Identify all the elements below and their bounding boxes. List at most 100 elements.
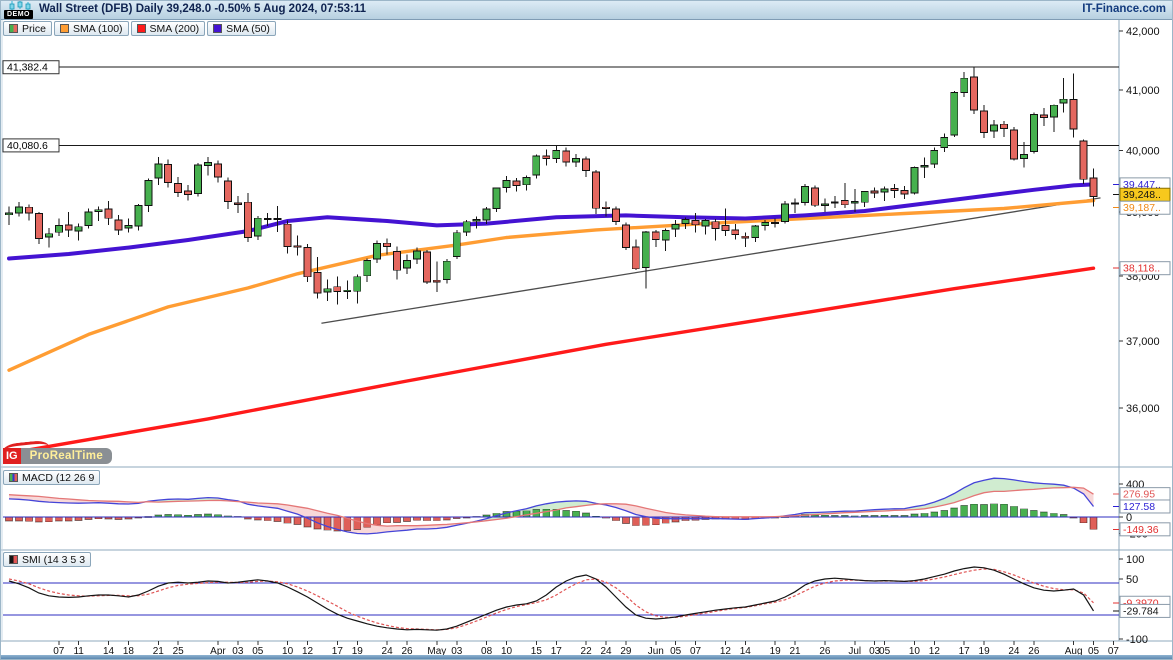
svg-text:Jul: Jul	[848, 646, 861, 657]
svg-text:Jun: Jun	[648, 646, 664, 657]
svg-text:-100: -100	[1126, 634, 1148, 646]
svg-text:39,187..: 39,187..	[1123, 202, 1161, 214]
legend-sma200-label: SMA (200)	[149, 22, 200, 35]
svg-text:03: 03	[451, 646, 463, 657]
price-axis-value-labels: 39,447..39,248..39,187..38,118..	[1113, 177, 1171, 276]
svg-text:100: 100	[1126, 554, 1144, 566]
macd-indicator-chip[interactable]: MACD (12 26 9	[3, 470, 101, 485]
svg-text:Aug: Aug	[1065, 646, 1083, 657]
svg-text:25: 25	[173, 646, 185, 657]
macd-indicator-label: MACD (12 26 9	[22, 471, 95, 484]
svg-text:24: 24	[382, 646, 394, 657]
svg-text:38,118..: 38,118..	[1123, 263, 1160, 275]
svg-text:12: 12	[302, 646, 314, 657]
svg-text:21: 21	[153, 646, 165, 657]
sma100-line	[7, 198, 1096, 372]
smi-icon	[9, 555, 18, 564]
title-bar: DEMO Wall Street (DFB) Daily 39,248.0 -0…	[1, 1, 1172, 20]
svg-text:10: 10	[282, 646, 294, 657]
prorealtime-wordmark: ProRealTime	[20, 448, 113, 464]
svg-text:14: 14	[103, 646, 115, 657]
svg-text:03: 03	[869, 646, 881, 657]
svg-text:May: May	[427, 646, 446, 657]
legend-row: Price SMA (100) SMA (200) SMA (50)	[3, 21, 276, 36]
svg-text:276.95: 276.95	[1123, 489, 1155, 501]
it-finance-link[interactable]: IT-Finance.com	[1082, 3, 1166, 15]
svg-text:19: 19	[770, 646, 782, 657]
legend-sma200-chip[interactable]: SMA (200)	[130, 21, 206, 36]
sma50-swatch-icon	[213, 24, 223, 33]
horizontal-levels: 41,382.4 40,080.6	[2, 60, 1119, 153]
window-title: Wall Street (DFB) Daily 39,248.0 -0.50% …	[39, 3, 367, 15]
svg-text:Apr: Apr	[210, 646, 226, 657]
svg-text:24: 24	[600, 646, 612, 657]
svg-text:36,000: 36,000	[1126, 403, 1160, 415]
platform-candles-icon	[9, 1, 31, 10]
svg-text:05: 05	[670, 646, 682, 657]
svg-text:26: 26	[819, 646, 831, 657]
svg-text:19: 19	[979, 646, 991, 657]
sma200-line	[7, 266, 1096, 455]
svg-text:03: 03	[232, 646, 244, 657]
macd-lines	[3, 477, 1119, 535]
demo-badge: DEMO	[4, 10, 33, 19]
svg-text:29: 29	[620, 646, 632, 657]
smi-indicator-chip[interactable]: SMI (14 3 5 3	[3, 552, 92, 567]
svg-text:41,382.4: 41,382.4	[7, 62, 48, 74]
svg-text:05: 05	[1088, 646, 1100, 657]
svg-text:39,248..: 39,248..	[1123, 189, 1161, 201]
legend-price-label: Price	[22, 22, 46, 35]
svg-text:18: 18	[123, 646, 135, 657]
candles-layer	[5, 67, 1098, 305]
svg-text:-29.784: -29.784	[1123, 605, 1159, 617]
smi-bands	[3, 582, 1119, 616]
svg-text:0: 0	[1126, 512, 1132, 524]
legend-sma100-label: SMA (100)	[72, 22, 123, 35]
price-icon	[9, 24, 18, 33]
svg-text:17: 17	[959, 646, 971, 657]
sma100-swatch-icon	[59, 24, 69, 33]
prorealtime-logo: IG ProRealTime	[2, 439, 113, 464]
svg-text:127.58: 127.58	[1123, 501, 1155, 513]
legend-sma50-chip[interactable]: SMA (50)	[207, 21, 276, 36]
price-y-axis: 42,00041,00040,00039,00038,00037,00036,0…	[1119, 26, 1160, 415]
svg-text:07: 07	[690, 646, 702, 657]
svg-text:12: 12	[929, 646, 941, 657]
sma200-swatch-icon	[136, 24, 146, 33]
svg-text:15: 15	[531, 646, 543, 657]
ig-logo: IG	[3, 448, 21, 464]
svg-text:10: 10	[909, 646, 921, 657]
svg-text:07: 07	[53, 646, 65, 657]
svg-text:21: 21	[789, 646, 801, 657]
legend-price-chip[interactable]: Price	[3, 21, 52, 36]
svg-text:08: 08	[481, 646, 493, 657]
smi-indicator-label: SMI (14 3 5 3	[22, 553, 86, 566]
pane-frames	[1, 19, 1172, 642]
svg-text:17: 17	[332, 646, 344, 657]
svg-text:-149.36: -149.36	[1123, 524, 1159, 536]
macd-fills	[9, 478, 1094, 534]
bottom-frame-bar	[1, 655, 1172, 659]
sma50-line	[7, 182, 1096, 261]
trendline	[321, 197, 1101, 324]
legend-sma100-chip[interactable]: SMA (100)	[53, 21, 129, 36]
svg-text:22: 22	[581, 646, 593, 657]
svg-text:17: 17	[551, 646, 563, 657]
svg-text:41,000: 41,000	[1126, 85, 1160, 97]
svg-text:10: 10	[501, 646, 513, 657]
svg-text:37,000: 37,000	[1126, 336, 1160, 348]
svg-text:42,000: 42,000	[1126, 26, 1160, 38]
svg-text:05: 05	[252, 646, 264, 657]
svg-text:11: 11	[73, 646, 84, 657]
svg-text:40,000: 40,000	[1126, 145, 1160, 157]
svg-text:12: 12	[720, 646, 732, 657]
x-axis: 07 11 14 18 21 25 Apr 03 05 10 12 17 19 24 26 May 03 08 10…	[53, 641, 1119, 657]
svg-text:26: 26	[401, 646, 413, 657]
macd-icon	[9, 473, 18, 482]
svg-text:07: 07	[1108, 646, 1120, 657]
svg-text:19: 19	[352, 646, 364, 657]
svg-text:40,080.6: 40,080.6	[7, 140, 48, 152]
